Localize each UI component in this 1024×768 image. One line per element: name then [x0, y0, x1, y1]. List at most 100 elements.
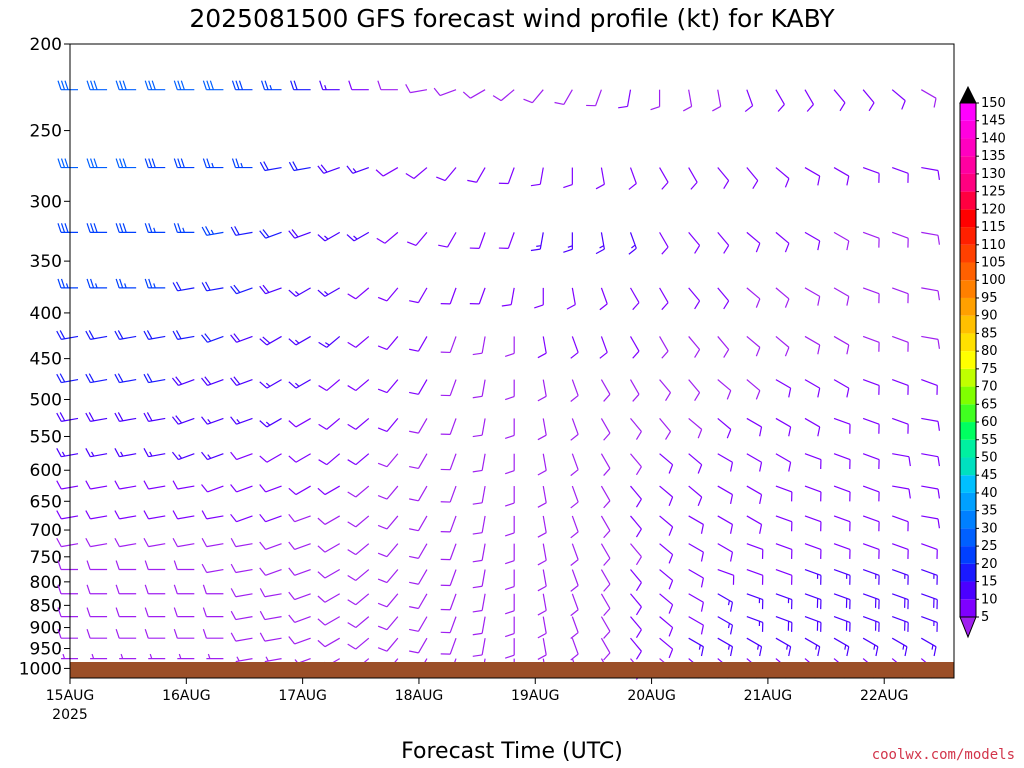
wind-barb — [775, 89, 785, 112]
wind-barb — [775, 287, 790, 308]
wind-barb — [259, 335, 282, 346]
wind-barb — [440, 453, 457, 471]
wind-barb — [891, 637, 908, 657]
colorbar-swatch — [960, 173, 976, 192]
wind-barb — [688, 616, 704, 635]
wind-barb — [409, 287, 428, 304]
wind-barb — [599, 287, 608, 311]
wind-barb — [804, 616, 822, 632]
wind-barb — [347, 379, 370, 392]
colorbar-label: 75 — [981, 362, 998, 377]
wind-barb — [201, 226, 224, 236]
x-tick-label: 18AUG — [395, 688, 444, 704]
wind-barb — [717, 485, 734, 504]
y-tick-label: 550 — [30, 427, 62, 447]
wind-barb — [537, 616, 547, 639]
x-axis-ticks: 15AUG 16AUG 17AUG 18AUG 19AUG 20AUG 21AUG 22AUG — [46, 678, 908, 704]
wind-barb — [566, 287, 576, 310]
colorbar-swatch — [960, 404, 976, 423]
wind-barb — [472, 379, 486, 399]
wind-barb — [892, 287, 909, 304]
wind-barb — [534, 287, 544, 309]
wind-barb — [440, 336, 457, 354]
wind-barb — [682, 89, 693, 112]
colorbar-label: 135 — [981, 149, 1006, 164]
y-tick-label: 650 — [30, 492, 62, 512]
wind-barb — [472, 453, 486, 473]
wind-barb — [504, 543, 515, 565]
wind-barb — [259, 417, 282, 428]
wind-barb — [144, 278, 166, 289]
wind-barb — [688, 167, 698, 190]
wind-barb — [688, 637, 704, 657]
wind-barb — [775, 335, 790, 357]
wind-barb — [600, 637, 611, 661]
wind-barb — [347, 637, 370, 650]
wind-barb — [201, 510, 224, 520]
wind-barb — [230, 610, 253, 621]
wind-barb — [833, 379, 850, 398]
wind-barb — [921, 166, 941, 180]
wind-barb — [172, 510, 195, 520]
wind-barb — [595, 167, 605, 190]
wind-barb — [172, 480, 195, 490]
wind-barb — [804, 89, 814, 112]
colorbar-swatch — [960, 315, 976, 334]
wind-barb — [86, 584, 108, 595]
wind-barb — [746, 335, 761, 357]
wind-barb — [259, 161, 282, 172]
wind-barb — [319, 80, 340, 91]
colorbar-label: 140 — [981, 131, 1006, 146]
wind-barb — [467, 167, 486, 183]
x-axis-label: Forecast Time (UTC) — [401, 739, 623, 764]
wind-barb — [288, 335, 311, 346]
wind-barb — [259, 513, 282, 523]
wind-barb — [317, 569, 341, 579]
wind-barb — [775, 593, 793, 610]
wind-barb — [862, 616, 880, 632]
wind-barb — [659, 336, 669, 359]
x-tick-label: 16AUG — [162, 688, 211, 704]
wind-barb — [630, 593, 642, 616]
colorbar-label: 70 — [981, 380, 998, 395]
wind-barb — [600, 418, 611, 441]
wind-barb — [347, 335, 370, 348]
wind-barb — [462, 89, 486, 99]
wind-barb — [921, 515, 941, 529]
wind-barb — [85, 537, 108, 548]
wind-barb — [472, 336, 486, 356]
y-tick-label: 900 — [30, 619, 62, 639]
wind-barb — [921, 417, 941, 431]
colorbar-label: 5 — [981, 610, 989, 625]
wind-barb — [775, 568, 793, 585]
wind-barb — [230, 226, 253, 236]
wind-barb — [600, 515, 611, 539]
wind-barb — [201, 281, 224, 292]
wind-barb — [504, 418, 515, 439]
wind-barb — [659, 485, 674, 507]
wind-barb — [892, 231, 909, 248]
wind-barb — [921, 335, 941, 349]
colorbar-frame — [959, 102, 977, 618]
colorbar-swatch — [960, 528, 976, 547]
colorbar-swatch — [960, 581, 976, 600]
wind-barb — [347, 417, 370, 430]
wind-barb — [804, 485, 822, 502]
wind-barb — [892, 616, 909, 632]
wind-barb — [600, 616, 611, 639]
colorbar-label: 50 — [981, 450, 998, 465]
wind-barb — [472, 543, 486, 563]
wind-barb — [746, 379, 761, 400]
wind-barb — [230, 632, 253, 642]
wind-barb — [833, 637, 850, 657]
colorbar-swatch — [960, 333, 976, 352]
wind-barb — [775, 485, 793, 502]
wind-barb — [688, 417, 703, 439]
colorbar-label: 105 — [981, 256, 1006, 271]
wind-barb — [115, 278, 137, 289]
wind-barb — [659, 167, 669, 190]
wind-barb — [659, 569, 674, 590]
wind-barb — [746, 167, 759, 189]
colorbar-swatch — [960, 457, 976, 476]
ground-surface — [70, 662, 954, 678]
